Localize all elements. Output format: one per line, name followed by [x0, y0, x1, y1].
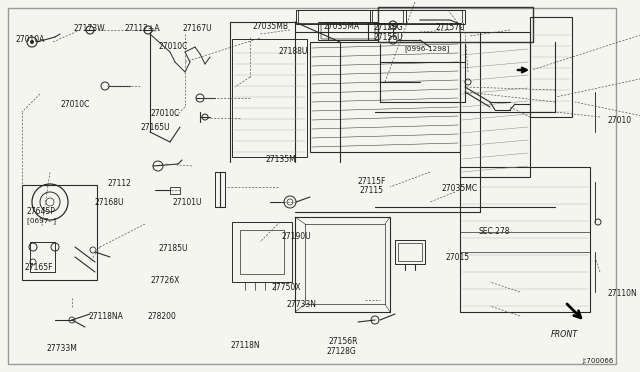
Text: 27156R: 27156R	[329, 337, 358, 346]
Text: 27733N: 27733N	[287, 300, 317, 309]
Text: 27015: 27015	[445, 253, 470, 262]
Text: 27185U: 27185U	[159, 244, 188, 253]
Text: 27010C: 27010C	[159, 42, 188, 51]
Bar	[296, 10, 406, 24]
Text: 27165F: 27165F	[24, 263, 53, 272]
Text: 27110N: 27110N	[608, 289, 637, 298]
Text: 27010C: 27010C	[150, 109, 180, 118]
Text: 27010C: 27010C	[61, 100, 90, 109]
Bar	[170, 187, 180, 194]
Text: 27168U: 27168U	[95, 198, 124, 207]
Text: [0697- ]: [0697- ]	[27, 217, 56, 224]
Text: 27156U: 27156U	[373, 33, 403, 42]
Text: 27188U: 27188U	[278, 47, 308, 56]
Bar	[398, 243, 422, 261]
Text: 27157U: 27157U	[435, 23, 465, 32]
Text: 27115F: 27115F	[357, 177, 385, 186]
Text: 27135M: 27135M	[266, 155, 296, 164]
Bar	[232, 222, 292, 282]
Text: 27173W: 27173W	[74, 24, 105, 33]
Text: 27118N: 27118N	[230, 341, 260, 350]
Text: 27112: 27112	[108, 179, 131, 187]
Text: 27035MC: 27035MC	[442, 185, 477, 193]
Bar	[378, 7, 533, 42]
Text: 27010: 27010	[608, 116, 632, 125]
Circle shape	[392, 23, 394, 26]
Bar	[370, 10, 465, 24]
Text: 27101U: 27101U	[173, 198, 202, 207]
Bar	[310, 42, 460, 152]
Bar	[30, 242, 55, 272]
Text: 27165U: 27165U	[141, 124, 170, 132]
Bar	[395, 240, 425, 264]
Text: 27128G: 27128G	[326, 347, 356, 356]
Bar	[240, 230, 284, 274]
Text: 27750X: 27750X	[272, 283, 301, 292]
Bar	[215, 172, 225, 207]
Text: 27010A: 27010A	[16, 35, 45, 44]
Bar	[232, 39, 307, 157]
Text: 27645P: 27645P	[27, 207, 56, 216]
Circle shape	[30, 40, 34, 44]
Bar	[318, 22, 378, 40]
Bar	[530, 17, 572, 117]
Bar	[30, 242, 55, 272]
Text: 27115: 27115	[360, 186, 384, 195]
Bar	[22, 185, 97, 280]
Text: FRONT: FRONT	[550, 330, 578, 339]
Text: 27128G: 27128G	[373, 23, 403, 32]
Text: 27733M: 27733M	[46, 344, 77, 353]
Text: [0996-1298]: [0996-1298]	[404, 46, 450, 52]
Text: 27112+A: 27112+A	[125, 24, 160, 33]
Bar	[460, 32, 530, 177]
Text: SEC.278: SEC.278	[479, 227, 510, 236]
Text: 27035MB: 27035MB	[253, 22, 289, 31]
Text: 27118NA: 27118NA	[88, 312, 123, 321]
Text: 278200: 278200	[147, 312, 176, 321]
Text: J:700066: J:700066	[582, 358, 614, 364]
Text: 27190U: 27190U	[282, 232, 311, 241]
Text: 27726X: 27726X	[150, 276, 180, 285]
Text: 27035MA: 27035MA	[323, 22, 359, 31]
Text: 27167U: 27167U	[182, 24, 212, 33]
Bar	[460, 167, 590, 312]
